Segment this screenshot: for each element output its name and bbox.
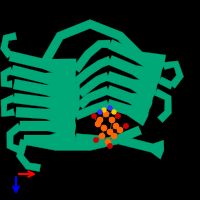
Circle shape bbox=[116, 114, 120, 118]
Polygon shape bbox=[107, 99, 149, 126]
Polygon shape bbox=[16, 105, 76, 127]
Polygon shape bbox=[1, 67, 14, 88]
Circle shape bbox=[112, 110, 116, 114]
Polygon shape bbox=[73, 56, 111, 85]
Circle shape bbox=[108, 144, 112, 148]
Polygon shape bbox=[20, 115, 76, 137]
Polygon shape bbox=[11, 65, 76, 93]
Polygon shape bbox=[108, 55, 162, 90]
Polygon shape bbox=[16, 139, 41, 172]
Polygon shape bbox=[24, 127, 76, 149]
Polygon shape bbox=[23, 126, 142, 150]
Circle shape bbox=[94, 138, 98, 142]
Circle shape bbox=[97, 117, 103, 123]
Polygon shape bbox=[78, 72, 109, 97]
Polygon shape bbox=[9, 51, 76, 80]
Circle shape bbox=[102, 108, 106, 112]
Circle shape bbox=[109, 117, 115, 123]
Circle shape bbox=[111, 133, 117, 139]
Polygon shape bbox=[158, 77, 174, 89]
Polygon shape bbox=[0, 32, 17, 58]
Polygon shape bbox=[75, 100, 109, 120]
Polygon shape bbox=[106, 85, 153, 114]
Polygon shape bbox=[40, 20, 143, 66]
Polygon shape bbox=[154, 89, 171, 123]
Circle shape bbox=[99, 133, 105, 139]
Polygon shape bbox=[13, 93, 80, 117]
Circle shape bbox=[107, 129, 113, 135]
Circle shape bbox=[98, 110, 102, 114]
Circle shape bbox=[103, 111, 109, 117]
Polygon shape bbox=[73, 40, 110, 72]
Polygon shape bbox=[76, 134, 100, 144]
Circle shape bbox=[117, 127, 123, 133]
Circle shape bbox=[105, 139, 111, 145]
Polygon shape bbox=[106, 71, 158, 102]
Circle shape bbox=[108, 106, 112, 110]
Polygon shape bbox=[119, 136, 164, 159]
Circle shape bbox=[95, 121, 101, 127]
Polygon shape bbox=[108, 39, 166, 76]
Circle shape bbox=[92, 114, 96, 118]
Circle shape bbox=[113, 123, 119, 129]
Polygon shape bbox=[13, 79, 80, 105]
Polygon shape bbox=[163, 61, 184, 88]
Polygon shape bbox=[7, 123, 22, 153]
Circle shape bbox=[101, 125, 107, 131]
Polygon shape bbox=[1, 95, 15, 117]
Circle shape bbox=[124, 124, 128, 128]
Polygon shape bbox=[77, 86, 109, 109]
